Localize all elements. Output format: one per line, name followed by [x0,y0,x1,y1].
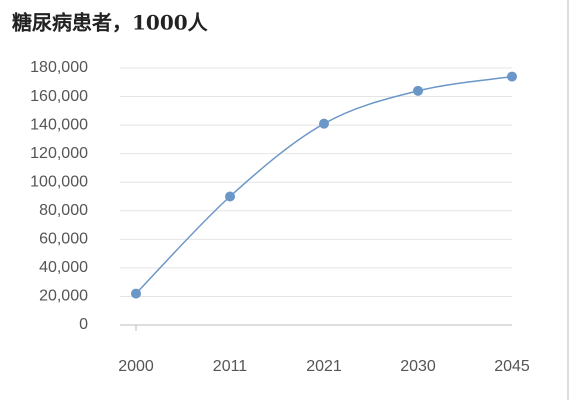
x-tick-label: 2011 [213,358,248,375]
x-tick-label: 2045 [494,358,530,375]
point [507,71,517,82]
y-tick-label: 20,000 [39,288,88,305]
x-tick-label: 2030 [400,358,436,375]
y-tick-label: 60,000 [39,231,88,248]
x-tick-label: 2021 [306,358,342,375]
x-tick-label: 2000 [118,358,154,375]
point [131,288,141,299]
chart-title: 糖尿病患者，1000人 [12,11,209,35]
y-tick-label: 100,000 [30,173,88,190]
y-tick-label: 0 [79,316,88,333]
point [225,191,235,202]
y-tick-label: 80,000 [39,202,88,219]
y-tick-label: 120,000 [30,145,88,162]
y-tick-label: 140,000 [30,116,88,133]
point [413,85,423,96]
y-tick-label: 40,000 [39,259,88,276]
line [135,75,513,295]
y-tick-label: 180,000 [30,59,88,76]
y-tick-label: 160,000 [30,88,88,105]
point [319,118,329,129]
